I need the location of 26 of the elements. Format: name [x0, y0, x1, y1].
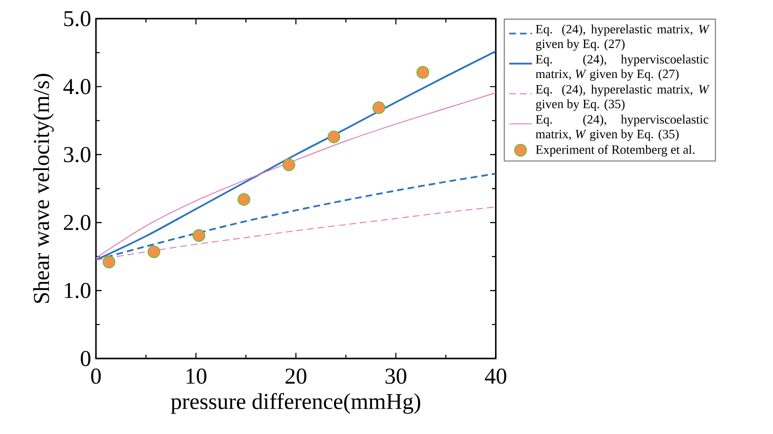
legend-label: Eq. (24), hyperviscoelastic matrix, W given by Eq. (35) — [536, 114, 708, 141]
legend-label: Experiment of Rotemberg et al. — [536, 144, 694, 156]
y-tick-label: 0 — [80, 350, 90, 366]
y-tick-label: 1.0 — [64, 282, 90, 298]
point — [372, 101, 386, 114]
x-tick-label: 40 — [484, 368, 506, 384]
point — [416, 66, 430, 78]
point — [148, 245, 160, 258]
point — [102, 255, 116, 268]
y-tick-label: 5.0 — [64, 10, 90, 26]
point — [238, 192, 250, 206]
y-tick-label: 2.0 — [64, 214, 90, 230]
y-tick-label: 3.0 — [64, 146, 90, 162]
y-axis-title: Shear wave velocity(m/s) — [33, 74, 54, 303]
legend-label: Eq. (24), hyperviscoelastic matrix, W given by Eq. (27) — [536, 54, 708, 81]
text: Eq. (24), hyperelastic matrix, W given by Eq. (27) — [536, 24, 710, 50]
point — [282, 158, 296, 171]
x-tick-label: 0 — [91, 368, 101, 384]
x-tick-label: 30 — [386, 368, 406, 384]
x-tick-label: 10 — [186, 368, 206, 384]
x-tick-label: 20 — [286, 368, 306, 384]
point — [192, 228, 206, 242]
x-axis-title: pressure difference(mmHg) — [170, 392, 420, 414]
y-tick-label: 4.0 — [63, 78, 90, 94]
point — [328, 130, 340, 144]
text: Eq. (24), hyperelastic matrix, W given by Eq. (35) — [536, 84, 710, 111]
